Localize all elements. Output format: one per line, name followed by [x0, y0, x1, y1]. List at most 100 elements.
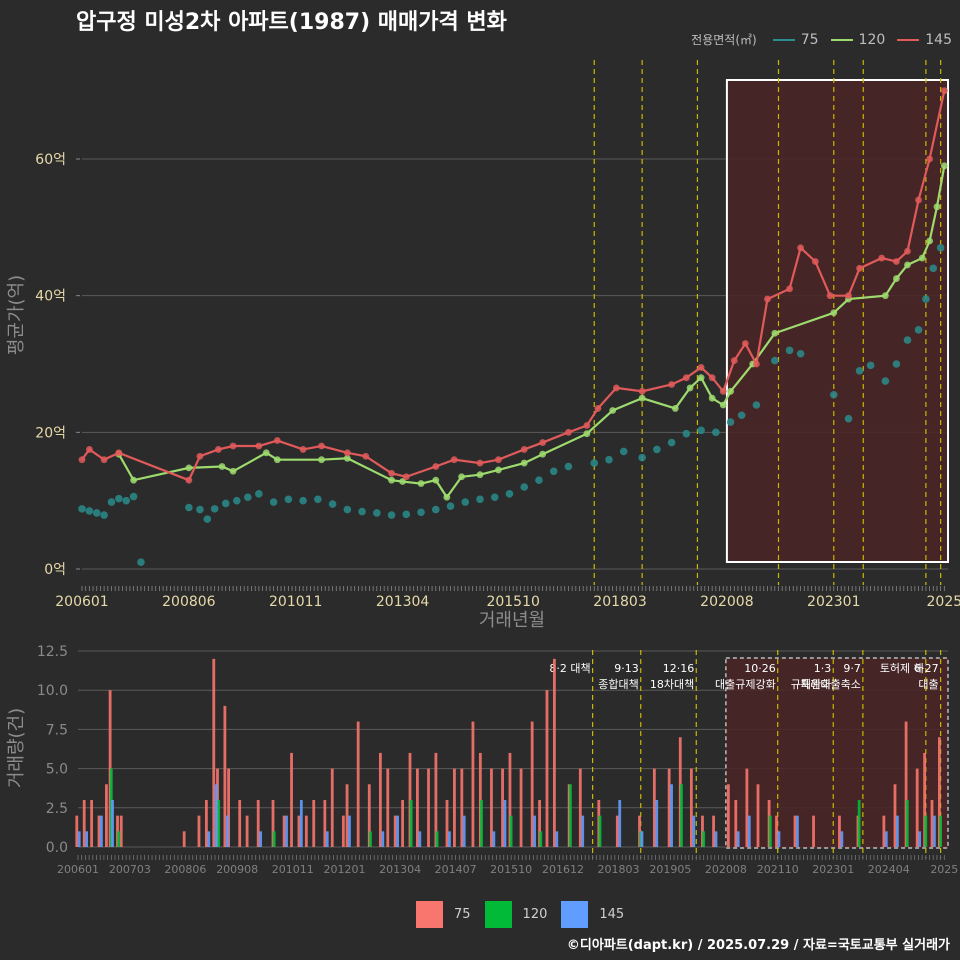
- data-point-75: [210, 505, 219, 513]
- data-point-75: [914, 326, 923, 334]
- data-point-145: [196, 452, 204, 460]
- data-point-145: [343, 449, 351, 457]
- data-point-75: [85, 507, 94, 515]
- volume-bar-75: [416, 768, 419, 847]
- data-point-75: [881, 377, 890, 385]
- highlight-region: [725, 657, 949, 849]
- volume-bar-145: [325, 831, 329, 847]
- volume-bar-120: [109, 768, 113, 847]
- x-tick-label: 202301: [812, 863, 854, 876]
- volume-bar-75: [567, 784, 571, 847]
- volume-bar-75: [427, 768, 430, 847]
- data-point-145: [904, 247, 911, 255]
- data-point-145: [520, 446, 528, 453]
- data-point-120: [218, 463, 226, 470]
- data-point-75: [476, 495, 484, 504]
- volume-bar-120: [857, 799, 861, 847]
- x-tick-label: 201011: [272, 863, 314, 876]
- volume-bar-145: [396, 815, 399, 847]
- policy-annotation: 9·13: [614, 662, 639, 675]
- data-point-120: [185, 464, 193, 472]
- data-point-75: [269, 498, 278, 506]
- volume-bar-75: [652, 768, 656, 847]
- volume-bar-75: [453, 768, 456, 847]
- data-point-75: [244, 493, 252, 502]
- data-point-145: [697, 364, 705, 371]
- policy-annotation: 1·3: [814, 662, 832, 675]
- data-point-145: [185, 476, 193, 484]
- data-point-75: [929, 264, 938, 273]
- volume-bar-75: [271, 799, 275, 847]
- data-point-145: [612, 384, 620, 392]
- data-point-75: [653, 445, 661, 454]
- volume-bar-75: [678, 737, 682, 847]
- data-point-75: [314, 495, 322, 504]
- volume-bar-75: [367, 784, 371, 847]
- policy-annotation: 규제완화: [791, 678, 831, 691]
- data-point-120: [130, 476, 137, 484]
- volume-bar-145: [348, 815, 351, 847]
- data-point-75: [490, 493, 499, 502]
- volume-bar-120: [639, 831, 643, 847]
- data-point-75: [431, 505, 440, 514]
- legend-label: 75: [800, 31, 819, 48]
- data-point-145: [85, 446, 93, 453]
- volume-bar-75: [501, 768, 504, 847]
- data-point-120: [443, 493, 451, 501]
- data-point-120: [583, 430, 591, 438]
- volume-bar-75: [856, 815, 860, 847]
- volume-bar-145: [259, 831, 263, 847]
- x-tick-label: 2025: [927, 594, 960, 610]
- data-point-145: [388, 469, 395, 477]
- volume-bar-75: [304, 815, 308, 847]
- data-point-120: [697, 374, 705, 382]
- data-point-75: [343, 505, 352, 514]
- volume-bar-120: [509, 815, 513, 847]
- volume-bar-75: [434, 752, 438, 847]
- data-point-75: [590, 459, 599, 467]
- data-point-75: [922, 295, 930, 303]
- data-point-120: [638, 394, 646, 402]
- volume-bar-75: [938, 737, 941, 847]
- volume-bar-75: [408, 752, 412, 847]
- data-point-145: [583, 422, 591, 429]
- data-point-145: [752, 360, 760, 368]
- volume-bar-145: [670, 784, 673, 847]
- legend-item-145: 145: [561, 901, 624, 928]
- data-point-145: [826, 292, 834, 300]
- data-point-145: [495, 456, 502, 464]
- volume-bar-145: [503, 799, 507, 847]
- data-point-120: [926, 237, 933, 245]
- volume-bar-145: [640, 831, 644, 847]
- legend-item-120: 120: [830, 32, 885, 48]
- data-point-120: [388, 476, 395, 484]
- x-tick-label: 200908: [216, 863, 258, 876]
- data-point-75: [107, 498, 116, 506]
- volume-bar-75: [478, 752, 482, 847]
- data-point-120: [881, 292, 889, 300]
- data-point-75: [829, 390, 838, 399]
- volume-bar-75: [105, 784, 108, 847]
- data-point-75: [129, 492, 138, 501]
- volume-bar-145: [796, 815, 799, 847]
- legend-title: 전용면적(㎡): [691, 33, 757, 47]
- volume-bar-75: [519, 768, 523, 847]
- data-point-75: [844, 414, 853, 423]
- data-point-120: [458, 473, 465, 481]
- volume-bar-75: [182, 831, 186, 847]
- data-point-145: [797, 244, 805, 252]
- price-chart: 0억 20억 40억 60억 200601 200806 201011 201304 20151…: [6, 60, 960, 631]
- volume-bar-75: [90, 799, 94, 847]
- data-point-75: [638, 453, 646, 462]
- data-point-145: [362, 452, 370, 460]
- volume-bar-75: [312, 799, 316, 847]
- data-point-75: [549, 467, 558, 476]
- data-point-145: [730, 357, 738, 364]
- data-point-145: [255, 442, 263, 450]
- legend-label: 145: [599, 907, 625, 922]
- volume-bar-75: [297, 815, 301, 847]
- data-point-75: [387, 511, 396, 519]
- data-point-145: [764, 295, 771, 303]
- data-point-75: [358, 507, 366, 516]
- y-tick-label: 5.0: [46, 762, 68, 778]
